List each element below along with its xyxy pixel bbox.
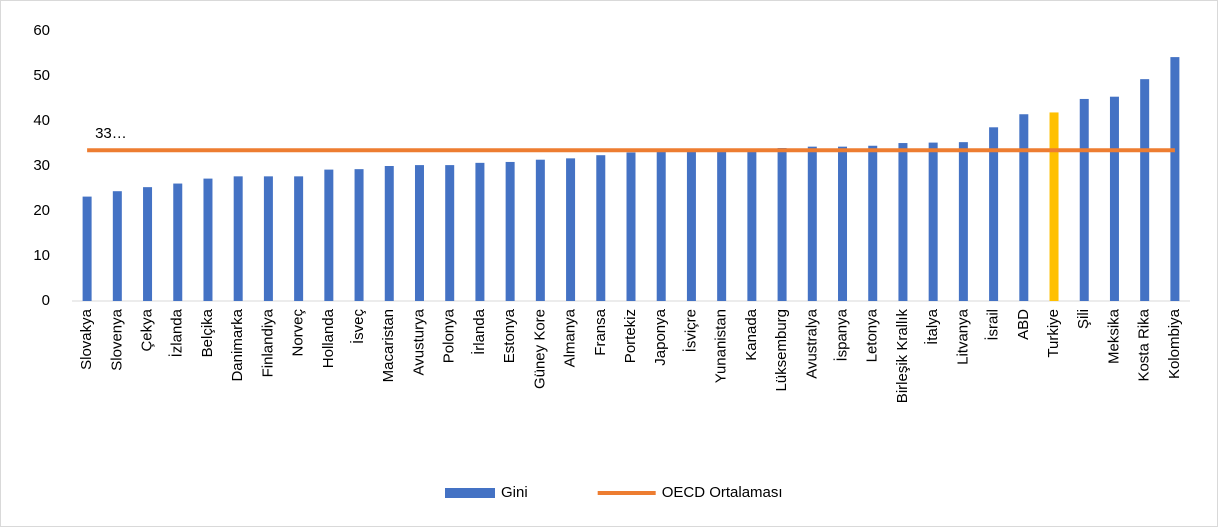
x-tick-label: Japonya — [652, 308, 669, 365]
bar — [747, 151, 757, 301]
x-tick-label: Çekya — [139, 308, 156, 351]
bar — [596, 155, 606, 301]
x-tick-label: Kanada — [743, 308, 760, 360]
bar — [535, 159, 545, 301]
x-tick-label: Letonya — [864, 308, 881, 362]
x-tick-label: Yunanistan — [713, 309, 730, 383]
bar — [82, 196, 92, 301]
x-tick-label: Turkiye — [1045, 309, 1062, 358]
x-tick-label: Almanya — [562, 308, 579, 367]
bar — [958, 142, 968, 301]
x-tick-label: Hollanda — [320, 308, 337, 368]
bar — [263, 176, 273, 301]
bar — [475, 162, 485, 301]
legend-swatch — [445, 488, 495, 498]
bar — [112, 191, 122, 301]
x-tick-label: Şili — [1075, 309, 1092, 329]
bar — [807, 146, 817, 301]
x-tick-label: Lüksemburg — [773, 309, 790, 392]
y-tick-label: 30 — [33, 157, 50, 174]
y-tick-label: 10 — [33, 247, 50, 264]
x-tick-label: Birleşik Krallık — [894, 309, 911, 404]
x-tick-label: Portekiz — [622, 309, 639, 363]
x-tick-label: İspanya — [832, 308, 850, 361]
x-tick-label: İzlanda — [168, 308, 186, 357]
x-tick-label: İsrail — [984, 309, 1002, 341]
x-tick-label: Belçika — [199, 308, 216, 357]
x-tick-label: Slovakya — [78, 308, 95, 370]
x-tick-label: Polonya — [441, 308, 458, 363]
bar — [656, 150, 666, 301]
x-tick-label: Slovenya — [108, 308, 125, 370]
bar — [868, 145, 878, 301]
x-tick-label: Kolombiya — [1166, 308, 1183, 379]
x-tick-label: ABD — [1015, 309, 1032, 340]
x-tick-label: Avusturya — [410, 308, 427, 375]
x-tick-label: Güney Kore — [531, 309, 548, 389]
bar — [989, 127, 999, 301]
x-tick-label: Norveç — [290, 309, 307, 357]
x-tick-label: Avustralya — [803, 308, 820, 378]
bar — [928, 142, 938, 301]
x-tick-label: İsveç — [349, 309, 367, 345]
legend-label: Gini — [501, 484, 528, 501]
x-tick-label: Meksika — [1105, 308, 1122, 364]
legend-label: OECD Ortalaması — [662, 484, 783, 501]
bar — [1019, 114, 1029, 301]
x-tick-label: İtalya — [923, 308, 941, 345]
x-tick-label: Danimarka — [229, 308, 246, 381]
bar — [898, 143, 908, 301]
bar — [505, 161, 515, 301]
y-tick-label: 60 — [33, 22, 50, 39]
x-tick-label: İrlanda — [470, 308, 488, 355]
bar — [294, 176, 304, 301]
bar — [414, 165, 424, 301]
bar — [233, 176, 243, 301]
x-tick-label: İsviçre — [681, 309, 699, 352]
bar — [173, 183, 183, 301]
x-tick-label: Kosta Rika — [1136, 308, 1153, 381]
bar — [626, 152, 636, 301]
bar — [1140, 79, 1150, 302]
bar — [384, 166, 394, 301]
bar — [1079, 98, 1089, 301]
bar — [686, 150, 696, 301]
y-tick-label: 20 — [33, 202, 50, 219]
bar — [445, 165, 455, 301]
y-tick-label: 0 — [42, 292, 50, 309]
bar — [566, 158, 576, 301]
y-tick-label: 40 — [33, 112, 50, 129]
bar — [717, 150, 727, 301]
bar — [354, 169, 364, 301]
y-tick-label: 50 — [33, 67, 50, 84]
x-tick-label: Estonya — [501, 308, 518, 363]
bar — [777, 148, 787, 301]
x-tick-label: Fransa — [592, 308, 609, 355]
bar — [143, 187, 153, 301]
x-tick-label: Macaristan — [380, 309, 397, 382]
bar — [203, 178, 213, 301]
x-tick-label: Finlandiya — [259, 308, 276, 377]
bar — [1049, 112, 1059, 301]
data-label: 33… — [95, 125, 127, 142]
bar — [1109, 96, 1119, 301]
bar — [1170, 57, 1180, 301]
x-tick-label: Litvanya — [954, 308, 971, 365]
bar — [324, 169, 334, 301]
bar — [838, 146, 848, 301]
